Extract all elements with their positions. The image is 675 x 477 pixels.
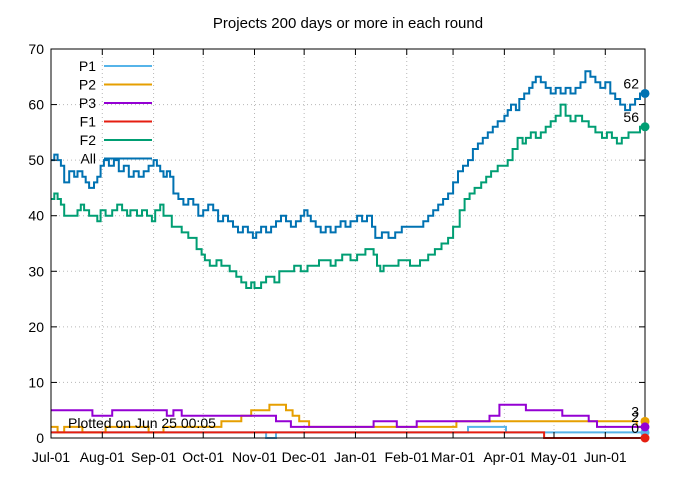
x-tick-label: Oct-01 <box>182 449 224 465</box>
end-label-f2: 56 <box>623 109 639 125</box>
end-label-p3: 2 <box>631 409 639 425</box>
legend-label-p2: P2 <box>79 77 96 93</box>
x-tick-label: Jul-01 <box>32 449 70 465</box>
legend: P1 P2 P3 F1 F2 All <box>79 58 152 167</box>
y-tick-label: 50 <box>28 152 44 168</box>
end-point-p3 <box>640 422 650 432</box>
y-tick-label: 10 <box>28 374 44 390</box>
legend-label-all: All <box>80 151 96 167</box>
series-line-f2 <box>51 103 645 289</box>
end-markers: 320 56 62 <box>623 75 650 443</box>
y-tick-label: 40 <box>28 208 44 224</box>
plot-frame <box>50 48 646 439</box>
x-tick-label: Nov-01 <box>232 449 277 465</box>
y-tick-label: 70 <box>28 41 44 57</box>
end-label-all: 62 <box>623 75 639 91</box>
y-tick-label: 20 <box>28 319 44 335</box>
end-point-all <box>640 88 650 98</box>
x-tick-label: Mar-01 <box>431 449 476 465</box>
end-label-f1: 0 <box>631 420 639 436</box>
end-point-f1 <box>640 433 650 443</box>
x-tick-label: Sep-01 <box>131 449 176 465</box>
legend-label-p3: P3 <box>79 95 96 111</box>
end-point-f2 <box>640 122 650 132</box>
chart-title: Projects 200 days or more in each round <box>213 15 483 32</box>
series-line-all <box>51 70 645 239</box>
y-tick-label: 0 <box>36 430 44 446</box>
legend-label-p1: P1 <box>79 58 96 74</box>
y-tick-label: 60 <box>28 97 44 113</box>
legend-label-f1: F1 <box>80 114 97 130</box>
x-tick-label: May-01 <box>531 449 578 465</box>
x-tick-label: Feb-01 <box>385 449 430 465</box>
legend-label-f2: F2 <box>80 132 97 148</box>
series-lines <box>51 70 646 439</box>
x-tick-label: Jan-01 <box>334 449 377 465</box>
end-label-p2: 3 <box>631 403 639 419</box>
x-tick-label: Aug-01 <box>80 449 125 465</box>
x-tick-label: Jun-01 <box>584 449 627 465</box>
x-tick-label: Dec-01 <box>282 449 327 465</box>
series-line-p3 <box>51 403 645 428</box>
plot-timestamp-note: Plotted on Jun 25 00:05 <box>68 415 216 431</box>
x-tick-label: Apr-01 <box>483 449 525 465</box>
y-tick-label: 30 <box>28 263 44 279</box>
grid <box>51 49 645 438</box>
